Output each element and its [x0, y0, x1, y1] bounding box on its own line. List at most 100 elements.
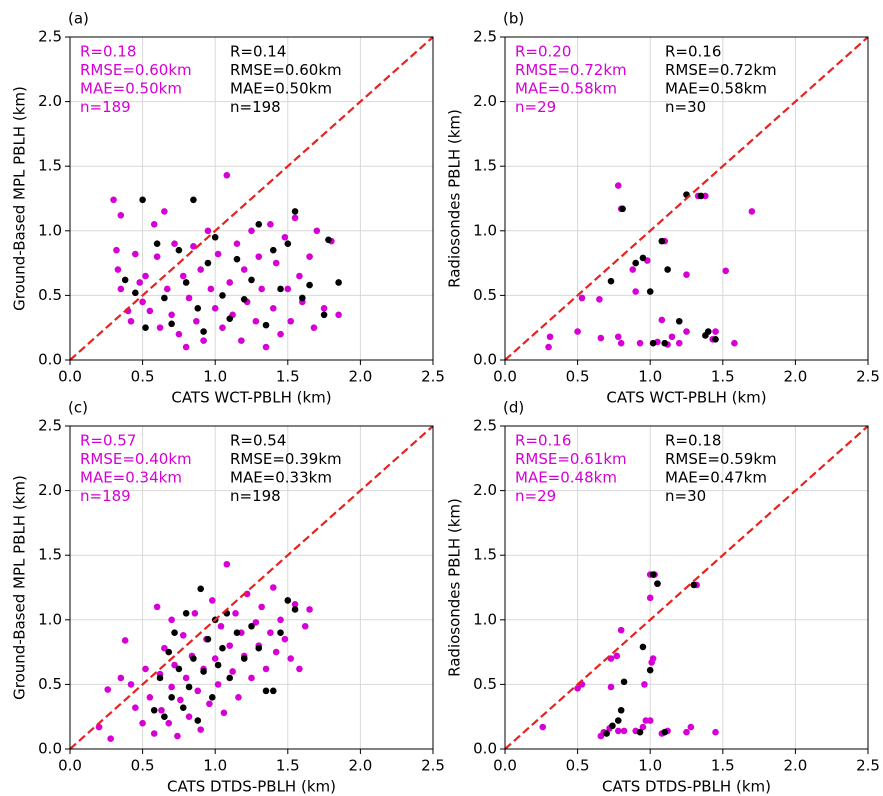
point — [712, 336, 719, 343]
point — [607, 277, 615, 285]
point — [258, 285, 265, 293]
point — [207, 285, 215, 293]
stat-annotation: R=0.20 — [515, 43, 571, 61]
point — [132, 250, 139, 258]
point — [620, 727, 628, 735]
stat-annotation: MAE=0.50km — [230, 80, 332, 98]
point — [704, 328, 712, 335]
stat-annotation: RMSE=0.59km — [665, 450, 777, 468]
point — [204, 635, 212, 643]
identity-line — [504, 36, 869, 361]
point — [214, 250, 222, 258]
point — [641, 681, 648, 688]
point — [320, 311, 328, 319]
point — [617, 626, 625, 634]
y-tick-label: 1.0 — [38, 610, 62, 628]
panel: 0.0 0.5 1.0 1.5 2.0 2.5 0.0 0.5 1.0 1.5 2.0 2.5 R=0.… — [11, 10, 445, 407]
point — [240, 655, 248, 662]
point — [269, 305, 277, 312]
point — [539, 723, 547, 731]
plot-frame — [504, 36, 869, 361]
point — [291, 600, 299, 608]
point — [136, 279, 143, 286]
point — [296, 272, 303, 280]
point — [306, 606, 313, 613]
stat-annotation: RMSE=0.40km — [80, 450, 192, 468]
y-tick-label: 1.0 — [38, 221, 62, 239]
point — [299, 294, 306, 302]
point — [190, 196, 197, 204]
point — [127, 681, 135, 688]
x-tick-label: 2.0 — [348, 368, 372, 386]
point — [639, 723, 647, 731]
point — [614, 182, 622, 189]
point — [281, 635, 289, 643]
point — [219, 324, 226, 332]
point — [614, 333, 622, 341]
point — [226, 674, 234, 682]
point — [193, 317, 200, 325]
point — [217, 622, 225, 630]
point — [613, 652, 621, 660]
point — [683, 328, 690, 335]
x-tick-label: 2.5 — [856, 368, 880, 386]
point — [182, 279, 190, 286]
point — [267, 629, 274, 637]
point — [200, 328, 207, 335]
point — [142, 272, 149, 280]
point — [174, 732, 181, 740]
point — [636, 728, 644, 736]
point — [255, 253, 263, 260]
point — [287, 317, 295, 325]
point — [306, 253, 313, 260]
y-tick-label: 0.0 — [473, 351, 497, 369]
point — [179, 272, 187, 280]
y-tick-label: 2.0 — [473, 481, 497, 499]
y-axis-label: Ground-Based MPL PBLH (km) — [11, 86, 29, 311]
y-tick-label: 0.5 — [38, 675, 62, 693]
x-tick-label: 2.0 — [783, 368, 807, 386]
point — [646, 717, 654, 724]
point — [639, 643, 647, 651]
panel: 0.0 0.5 1.0 1.5 2.0 2.5 0.0 0.5 1.0 1.5 2.0 2.5 R=0.… — [446, 10, 880, 407]
x-tick-label: 1.0 — [638, 368, 662, 386]
point — [153, 253, 161, 260]
point — [619, 205, 626, 213]
point — [161, 644, 168, 652]
point — [139, 719, 146, 727]
point — [127, 317, 135, 325]
point — [646, 666, 654, 674]
point — [208, 694, 216, 701]
x-tick-label: 0.5 — [566, 368, 590, 386]
stat-annotation: n=189 — [80, 487, 131, 505]
point — [121, 276, 129, 284]
point — [171, 240, 178, 248]
point — [675, 317, 683, 325]
y-tick-label: 1.5 — [473, 546, 497, 564]
identity-line — [69, 36, 434, 361]
y-tick-label: 2.5 — [473, 28, 497, 46]
point — [284, 240, 292, 248]
point — [153, 603, 161, 611]
point — [158, 706, 165, 714]
point — [226, 642, 234, 649]
point — [163, 285, 171, 293]
point — [185, 713, 193, 720]
point — [185, 294, 193, 302]
point — [248, 674, 255, 682]
stat-annotation: R=0.18 — [80, 43, 136, 61]
point — [238, 337, 245, 344]
point — [168, 320, 175, 328]
stat-annotation: n=189 — [80, 98, 131, 116]
point — [150, 221, 158, 228]
y-axis-label: Radiosondes PBLH (km) — [446, 498, 464, 677]
point — [248, 276, 255, 284]
point — [306, 281, 313, 289]
x-tick-label: 0.5 — [131, 757, 155, 775]
point — [104, 686, 112, 693]
point — [179, 632, 187, 639]
point — [190, 655, 197, 662]
point — [182, 610, 190, 617]
panel: 0.0 0.5 1.0 1.5 2.0 2.5 0.0 0.5 1.0 1.5 2.0 2.5 R=0.… — [446, 399, 880, 796]
